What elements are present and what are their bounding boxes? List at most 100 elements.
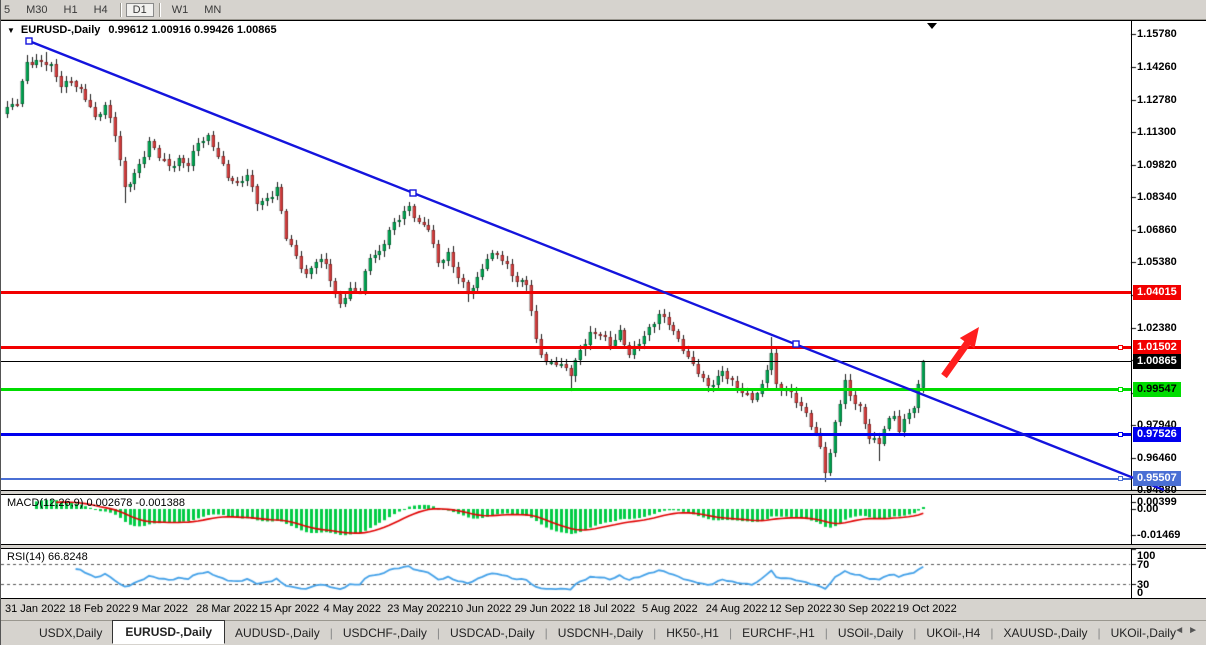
support-line-blue-handle[interactable]	[1118, 432, 1123, 437]
candlestick-chart-canvas[interactable]	[1, 21, 1206, 620]
symbol-tab-bar: USDX,Daily EURUSD-,Daily AUDUSD-,Daily | USD…	[1, 620, 1206, 645]
timeframe-button-w1[interactable]: W1	[171, 3, 189, 16]
rsi-pane-border	[1, 598, 1206, 599]
resistance-line-lower-handle[interactable]	[1118, 345, 1123, 350]
support-line-lightblue-handle[interactable]	[1118, 476, 1123, 481]
resistance-line-upper-price-badge: 1.04015	[1133, 285, 1181, 300]
chart-symbol-title: EURUSD-,Daily	[20, 24, 101, 36]
timeframe-button-d1[interactable]: D1	[125, 2, 154, 17]
rsi-indicator-label: RSI(14) 66.8248	[7, 551, 88, 563]
tab-separator: |	[436, 626, 440, 640]
rsi-scale-label: 70	[1137, 559, 1150, 571]
tab-usdx-daily[interactable]: USDX,Daily	[39, 626, 103, 640]
date-axis-label: 24 Aug 2022	[705, 603, 768, 615]
tab-usdchf-daily[interactable]: USDCHF-,Daily	[342, 626, 427, 640]
tab-separator: |	[653, 626, 657, 640]
tab-eurchf-h1[interactable]: EURCHF-,H1	[742, 626, 815, 640]
tab-scroll-arrows: ◄►	[1174, 625, 1202, 636]
date-axis-label: 28 Mar 2022	[196, 603, 258, 615]
bid-price-line[interactable]	[1, 361, 1131, 362]
rsi-scale-label: 0	[1137, 587, 1144, 599]
scroll-right-icon[interactable]: ►	[1188, 625, 1202, 636]
price-axis-label: 1.15780	[1137, 28, 1177, 40]
price-axis-label: 1.12780	[1137, 93, 1177, 106]
tab-separator: |	[544, 626, 548, 640]
price-axis-label: 1.11300	[1137, 126, 1177, 139]
macd-scale-label: -0.01469	[1137, 529, 1181, 542]
bid-price-line-price-badge: 1.00865	[1133, 354, 1181, 369]
date-axis-label: 31 Jan 2022	[5, 603, 66, 615]
support-line-blue-price-badge: 0.97526	[1133, 427, 1181, 442]
tab-separator: |	[329, 626, 333, 640]
support-line-blue[interactable]	[1, 433, 1131, 436]
macd-pane-border	[1, 544, 1206, 545]
rsi-scale-label: 100	[1137, 550, 1156, 562]
price-axis-label: 1.09820	[1137, 158, 1177, 171]
support-line-green[interactable]	[1, 388, 1131, 391]
price-axis-label: 1.02380	[1137, 321, 1177, 334]
resistance-line-upper[interactable]	[1, 291, 1131, 294]
date-axis-label: 18 Feb 2022	[68, 603, 131, 615]
date-axis-label: 30 Sep 2022	[833, 603, 896, 615]
chart-shift-marker[interactable]	[927, 23, 937, 29]
date-axis-label: 23 May 2022	[387, 603, 451, 615]
chart-window: ▼ EURUSD-,Daily 0.99612 1.00916 0.99426 1.…	[1, 20, 1206, 620]
chart-title-bar: ▼ EURUSD-,Daily 0.99612 1.00916 0.99426 1.…	[7, 24, 277, 36]
timeframe-button-mn[interactable]: MN	[204, 3, 222, 16]
date-axis-label: 29 Jun 2022	[514, 603, 576, 615]
tab-usdcnh-daily[interactable]: USDCNH-,Daily	[557, 626, 644, 640]
macd-pane-top-border	[1, 494, 1206, 495]
support-line-lightblue-price-badge: 0.95507	[1133, 471, 1181, 486]
date-axis-label: 19 Oct 2022	[896, 603, 957, 615]
support-line-green-price-badge: 0.99547	[1133, 382, 1181, 397]
toolbar-separator	[119, 2, 121, 17]
resistance-line-lower-price-badge: 1.01502	[1133, 340, 1181, 355]
price-axis-line	[1131, 21, 1132, 599]
tab-ukoil-daily[interactable]: UKOil-,Daily	[1110, 626, 1176, 640]
price-axis-label: 1.06860	[1137, 223, 1177, 236]
date-axis-strip	[1, 599, 1206, 620]
pane-splitter[interactable]	[1, 545, 1206, 548]
tab-usoil-daily[interactable]: USOil-,Daily	[837, 626, 904, 640]
pane-splitter[interactable]	[1, 491, 1206, 494]
date-axis-label: 10 Jun 2022	[450, 603, 512, 615]
tab-eurusd-daily[interactable]: EURUSD-,Daily	[112, 620, 226, 644]
price-axis-label: 1.08340	[1137, 191, 1177, 204]
price-axis-label: 0.96460	[1137, 451, 1177, 464]
chevron-down-icon[interactable]: ▼	[7, 26, 15, 35]
timeframe-button-5[interactable]: 5	[4, 3, 11, 16]
macd-scale-label: 0.00	[1137, 503, 1159, 515]
timeframe-button-m30[interactable]: M30	[26, 3, 48, 16]
toolbar-separator	[158, 2, 160, 17]
date-axis-label: 15 Apr 2022	[259, 603, 320, 615]
date-axis-label: 4 May 2022	[323, 603, 381, 615]
rsi-scale-label: 30	[1137, 579, 1150, 591]
macd-scale-label: 0.00399	[1137, 495, 1177, 508]
timeframe-button-h1[interactable]: H1	[63, 3, 78, 16]
date-axis-label: 9 Mar 2022	[132, 603, 189, 615]
tab-xauusd-daily[interactable]: XAUUSD-,Daily	[1003, 626, 1088, 640]
price-axis-label: 1.05380	[1137, 256, 1177, 269]
macd-indicator-label: MACD(12,26,9) 0.002678 -0.001388	[7, 497, 185, 509]
tab-separator: |	[990, 626, 994, 640]
tab-audusd-daily[interactable]: AUDUSD-,Daily	[235, 626, 320, 640]
support-line-green-handle[interactable]	[1118, 387, 1123, 392]
date-axis-label: 12 Sep 2022	[769, 603, 832, 615]
tab-separator: |	[824, 626, 828, 640]
tab-separator: |	[728, 626, 733, 640]
tab-usdcad-daily[interactable]: USDCAD-,Daily	[449, 626, 535, 640]
support-line-lightblue[interactable]	[1, 478, 1131, 480]
timeframe-toolbar: 5 M30 H1 H4 D1 W1 MN	[1, 0, 1206, 20]
date-axis-label: 18 Jul 2022	[578, 603, 636, 615]
date-axis-label: 5 Aug 2022	[642, 603, 698, 615]
resistance-line-lower[interactable]	[1, 346, 1131, 349]
scroll-left-icon[interactable]: ◄	[1174, 625, 1189, 636]
chart-ohlc-values: 0.99612 1.00916 0.99426 1.00865	[108, 24, 277, 36]
tab-separator: |	[913, 626, 917, 640]
tab-hk50-h1[interactable]: HK50-,H1	[666, 626, 719, 640]
timeframe-button-h4[interactable]: H4	[93, 3, 108, 16]
tab-ukoil-h4[interactable]: UKOil-,H4	[926, 626, 981, 640]
rsi-pane-top-border	[1, 548, 1206, 549]
tab-separator: |	[1097, 626, 1101, 640]
